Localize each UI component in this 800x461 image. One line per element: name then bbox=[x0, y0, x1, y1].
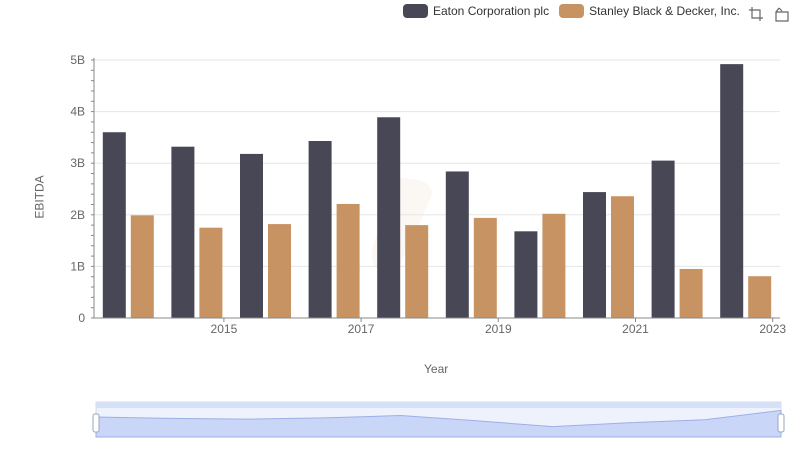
legend: Eaton Corporation plc Stanley Black & De… bbox=[403, 4, 750, 18]
bars bbox=[102, 64, 772, 319]
x-axis-title: Year bbox=[424, 362, 449, 376]
bar-stanley[interactable] bbox=[542, 213, 566, 318]
bar-stanley[interactable] bbox=[748, 276, 772, 318]
zoom-select-icon[interactable] bbox=[748, 6, 764, 22]
bar-stanley[interactable] bbox=[611, 196, 634, 318]
x-tick-label: 2021 bbox=[622, 322, 649, 336]
bar-eaton[interactable] bbox=[514, 231, 538, 318]
x-tick-label: 2023 bbox=[759, 322, 786, 336]
legend-swatch-stanley bbox=[559, 4, 585, 18]
bar-stanley[interactable] bbox=[473, 217, 497, 318]
x-tick-label: 2019 bbox=[485, 322, 512, 336]
bar-eaton[interactable] bbox=[720, 64, 744, 319]
legend-swatch-eaton bbox=[403, 4, 428, 18]
y-tick-label: 5B bbox=[70, 53, 85, 67]
bar-eaton[interactable] bbox=[651, 160, 675, 318]
bar-eaton[interactable] bbox=[583, 192, 606, 318]
bar-stanley[interactable] bbox=[268, 224, 291, 318]
bar-stanley[interactable] bbox=[679, 268, 703, 318]
legend-item-eaton[interactable]: Eaton Corporation plc bbox=[403, 4, 549, 18]
x-tick-label: 2017 bbox=[348, 322, 375, 336]
bar-eaton[interactable] bbox=[102, 132, 126, 318]
data-zoom-slider[interactable] bbox=[92, 401, 785, 438]
legend-label-stanley: Stanley Black & Decker, Inc. bbox=[589, 4, 740, 18]
zoom-reset-icon[interactable] bbox=[774, 6, 790, 22]
bar-eaton[interactable] bbox=[308, 141, 332, 318]
x-tick-label: 2015 bbox=[211, 322, 238, 336]
y-tick-label: 4B bbox=[70, 105, 85, 119]
y-axis-title: EBITDA bbox=[32, 175, 47, 219]
bar-eaton[interactable] bbox=[377, 117, 401, 318]
bar-stanley[interactable] bbox=[336, 203, 360, 318]
axes: 0 1B 2B 3B 4B 5B 2015 2017 2019 2021 2023 bbox=[70, 53, 786, 336]
bar-stanley[interactable] bbox=[405, 225, 429, 318]
y-tick-label: 0 bbox=[78, 311, 85, 325]
bar-stanley[interactable] bbox=[199, 227, 223, 318]
bar-eaton[interactable] bbox=[240, 153, 263, 318]
slider-handle-right[interactable] bbox=[777, 413, 785, 433]
slider-handle-left[interactable] bbox=[92, 413, 100, 433]
slider-top-bar[interactable] bbox=[96, 402, 781, 408]
bar-eaton[interactable] bbox=[171, 146, 195, 318]
y-tick-label: 3B bbox=[70, 156, 85, 170]
y-tick-label: 2B bbox=[70, 208, 85, 222]
legend-item-stanley[interactable]: Stanley Black & Decker, Inc. bbox=[559, 4, 740, 18]
bar-stanley[interactable] bbox=[130, 215, 154, 318]
grid-lines bbox=[94, 59, 780, 267]
slider-preview-area bbox=[95, 409, 782, 438]
legend-label-eaton: Eaton Corporation plc bbox=[433, 4, 550, 18]
bar-eaton[interactable] bbox=[445, 171, 469, 318]
y-tick-label: 1B bbox=[70, 259, 85, 273]
